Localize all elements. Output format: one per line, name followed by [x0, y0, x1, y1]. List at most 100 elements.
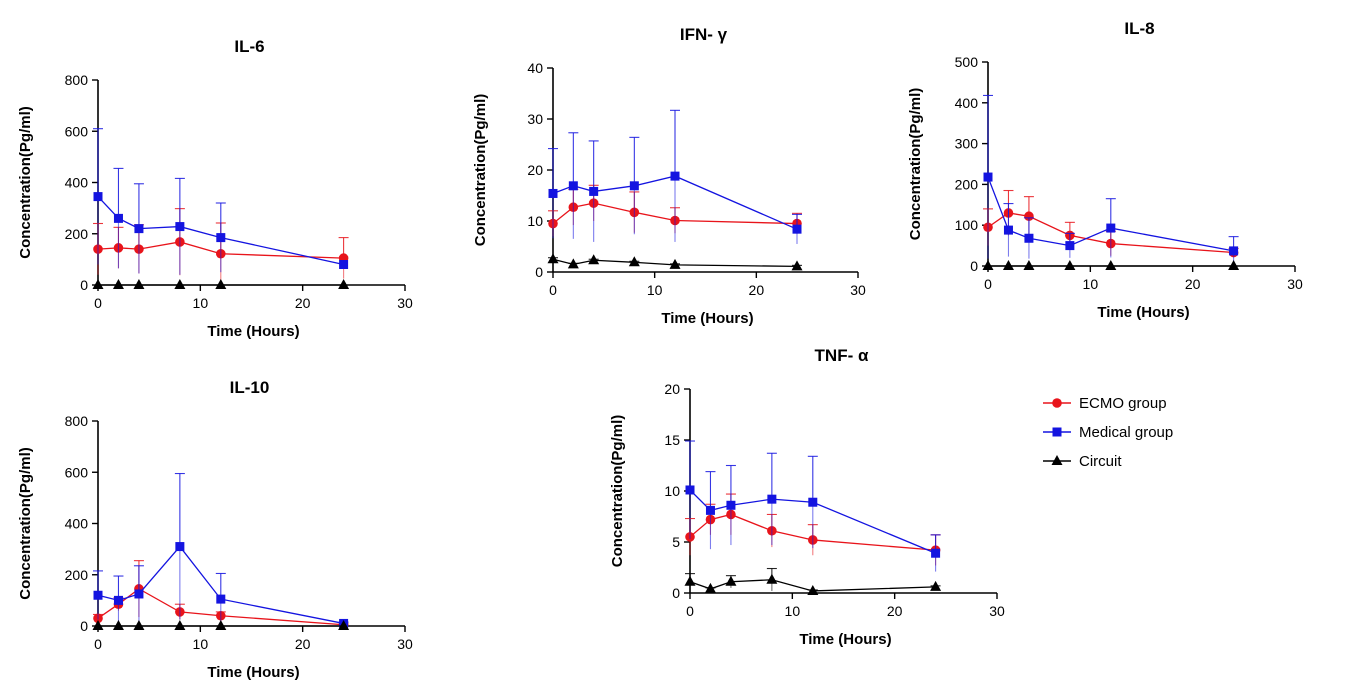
- series-line: [987, 176, 1234, 252]
- data-point: [705, 505, 715, 515]
- data-point: [589, 186, 599, 196]
- data-point: [339, 260, 349, 269]
- data-point: [808, 497, 818, 507]
- data-point: [93, 192, 103, 202]
- y-tick-label: 20: [527, 162, 543, 178]
- data-point: [133, 279, 145, 289]
- series-line: [689, 579, 936, 592]
- data-point: [628, 256, 640, 267]
- data-point: [930, 580, 942, 591]
- chart-title: IL-8: [1124, 19, 1154, 38]
- y-tick-label: 0: [672, 585, 680, 601]
- x-tick-label: 10: [193, 636, 209, 652]
- x-axis-label: Time (Hours): [207, 323, 299, 340]
- data-point: [983, 172, 993, 182]
- x-tick-label: 0: [984, 276, 992, 292]
- y-tick-label: 0: [535, 264, 543, 280]
- x-tick-label: 30: [1287, 276, 1303, 292]
- data-point: [92, 279, 104, 289]
- data-point: [704, 582, 716, 593]
- y-tick-label: 20: [664, 381, 680, 397]
- data-point: [1024, 233, 1034, 243]
- y-tick-label: 600: [65, 123, 89, 139]
- data-point: [670, 171, 680, 181]
- data-point: [174, 620, 186, 630]
- data-point: [1002, 260, 1014, 270]
- series-1: [548, 109, 802, 244]
- chart-panel-1: IFN- γ 0 10 20 30 40 0 10 20 30 Time (Hours) Concen…: [472, 25, 866, 327]
- data-point: [766, 573, 778, 584]
- data-point: [113, 213, 123, 223]
- y-tick-label: 200: [65, 567, 89, 583]
- data-point: [1106, 223, 1116, 233]
- data-point: [175, 222, 185, 232]
- legend-label: Circuit: [1079, 453, 1122, 470]
- data-point: [92, 620, 104, 630]
- data-point: [726, 500, 736, 510]
- y-tick-label: 200: [65, 226, 89, 242]
- y-tick-label: 10: [527, 213, 543, 229]
- x-tick-label: 0: [686, 603, 694, 619]
- legend-label: Medical group: [1079, 424, 1173, 441]
- data-point: [588, 254, 600, 265]
- legend-marker: [1052, 398, 1062, 408]
- y-tick-label: 5: [672, 534, 680, 550]
- chart-title: IFN- γ: [680, 25, 728, 44]
- x-tick-label: 10: [193, 295, 209, 311]
- data-point: [1229, 246, 1239, 256]
- data-point: [685, 485, 695, 495]
- data-point: [1065, 241, 1075, 251]
- x-tick-label: 20: [295, 295, 311, 311]
- y-axis-label: Concentration(Pg/ml): [609, 415, 626, 568]
- x-axis-label: Time (Hours): [1097, 304, 1189, 321]
- y-tick-label: 0: [80, 277, 88, 293]
- x-axis-label: Time (Hours): [661, 310, 753, 327]
- y-tick-label: 800: [65, 72, 89, 88]
- data-point: [547, 253, 559, 264]
- chart-title: TNF- α: [815, 346, 869, 365]
- data-point: [548, 188, 558, 198]
- data-point: [175, 542, 185, 552]
- data-point: [133, 620, 145, 630]
- y-tick-label: 600: [65, 464, 89, 480]
- y-tick-label: 800: [65, 413, 89, 429]
- chart-panel-2: IL-8 0 100 200 300 400 500 0 10 20 30 Time (Hours) C…: [907, 19, 1303, 321]
- chart-title: IL-6: [234, 37, 264, 56]
- y-tick-label: 300: [955, 136, 979, 152]
- x-tick-label: 20: [1185, 276, 1201, 292]
- series-line: [552, 258, 798, 268]
- data-point: [669, 258, 681, 269]
- data-point: [1105, 260, 1117, 270]
- data-point: [1228, 260, 1240, 270]
- x-tick-label: 20: [887, 603, 903, 619]
- y-axis-label: Concentration(Pg/ml): [17, 106, 34, 259]
- legend: ECMO group Medical group Circuit: [1043, 395, 1173, 470]
- y-tick-label: 400: [65, 516, 89, 532]
- data-point: [792, 224, 802, 234]
- x-axis-label: Time (Hours): [207, 664, 299, 681]
- data-point: [1024, 211, 1034, 222]
- legend-marker: [1051, 455, 1063, 465]
- data-point: [216, 594, 226, 604]
- y-tick-label: 0: [80, 618, 88, 634]
- y-axis-label: Concentration(Pg/ml): [472, 94, 489, 247]
- data-point: [112, 620, 124, 630]
- data-point: [134, 224, 144, 234]
- x-tick-label: 10: [647, 282, 663, 298]
- series-2: [684, 567, 942, 595]
- chart-title: IL-10: [230, 378, 270, 397]
- data-point: [338, 279, 350, 289]
- data-point: [112, 279, 124, 289]
- y-tick-label: 40: [527, 60, 543, 76]
- y-tick-label: 0: [970, 258, 978, 274]
- y-tick-label: 200: [955, 176, 979, 192]
- data-point: [174, 279, 186, 289]
- series-1: [983, 94, 1239, 266]
- data-point: [567, 258, 579, 269]
- y-tick-label: 500: [955, 54, 979, 70]
- data-point: [216, 233, 226, 243]
- x-tick-label: 10: [1083, 276, 1099, 292]
- x-tick-label: 10: [785, 603, 801, 619]
- data-point: [791, 260, 803, 271]
